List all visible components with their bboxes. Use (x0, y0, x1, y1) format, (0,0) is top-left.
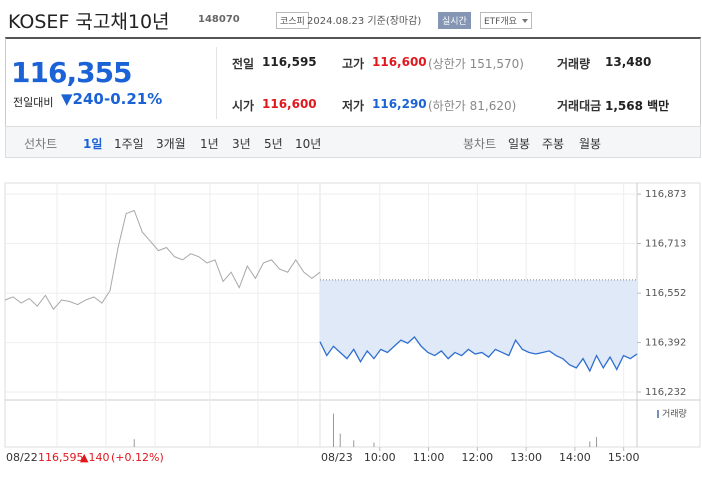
title: KOSEF 국고채10년 (8, 11, 170, 33)
x-tick-label: 13:00 (510, 451, 542, 464)
item-label: 고가 (342, 57, 365, 71)
item-value: 116,290 (372, 97, 427, 111)
item-value: 116,595 (262, 55, 317, 69)
change-label: 전일대비 (13, 96, 54, 109)
x-tick-label: 11:00 (413, 451, 445, 464)
x-tick-label: 10:00 (364, 451, 396, 464)
tab-group-label: 선차트 (24, 137, 58, 151)
area (320, 279, 637, 371)
tab-bar: 선차트 봉차트 1일 1주일 3개월 1년 3년 5년 10년 일봉 주봉 월봉 (5, 126, 701, 158)
y-tick-label: 116,232 (645, 387, 686, 398)
menu-label: ETF개요 (484, 17, 517, 27)
y-tick-label: 116,392 (645, 338, 686, 349)
tab[interactable]: 10년 (295, 137, 322, 151)
tab[interactable]: 일봉 (508, 137, 531, 151)
change-rate: -0.21% (104, 90, 163, 108)
date-label: 08/23 (321, 451, 353, 464)
item-label: 거래대금 (557, 99, 602, 113)
tab[interactable]: 주봉 (542, 137, 565, 151)
price-line (319, 336, 638, 373)
prev-day-close: 116,595 (38, 451, 84, 464)
prev-day-change: ▲140 (80, 451, 109, 464)
item-value: 13,480 (605, 55, 652, 69)
tab-group-label: 봉차트 (463, 137, 497, 151)
item-value: 1,568 백만 (605, 99, 670, 113)
item-value: 116,600 (262, 97, 317, 111)
item-label: 거래량 (557, 57, 591, 71)
market-badge: 코스피 (276, 12, 309, 29)
tab[interactable]: 5년 (264, 137, 283, 151)
menu-dropdown[interactable]: ETF개요 (480, 12, 532, 29)
tab[interactable]: 3개월 (156, 137, 186, 151)
legend-swatch (657, 410, 659, 418)
tab[interactable]: 1일 (83, 137, 103, 151)
chart-frame (4, 182, 701, 448)
volume-label: 거래량 (662, 408, 687, 420)
date: 2024.08.23 기준(장마감) (307, 16, 422, 27)
tab[interactable]: 1주일 (114, 137, 144, 151)
y-tick-label: 116,552 (645, 288, 686, 299)
item-value: 116,600 (372, 55, 427, 69)
dropdown-arrow (521, 19, 528, 26)
x-tick-label: 15:00 (608, 451, 640, 464)
price-line (4, 209, 321, 311)
change: ▼240 (61, 90, 104, 108)
code: 148070 (198, 14, 240, 25)
prev-day-date: 08/22 (6, 451, 38, 464)
y-tick-label: 116,713 (645, 239, 686, 250)
x-tick-label: 12:00 (461, 451, 493, 464)
prev-day-rate: (+0.12%) (111, 451, 164, 464)
item-sub: (하한가 81,620) (428, 99, 517, 113)
item-label: 시가 (232, 99, 255, 113)
divider (216, 47, 217, 119)
price: 116,355 (11, 56, 133, 89)
item-sub: (상한가 151,570) (428, 57, 524, 71)
realtime-badge[interactable]: 실시간 (438, 12, 471, 29)
y-tick-label: 116,873 (645, 189, 686, 200)
item-label: 전일 (232, 57, 255, 71)
x-tick-label: 14:00 (559, 451, 591, 464)
item-label: 저가 (342, 99, 365, 113)
tab[interactable]: 3년 (232, 137, 251, 151)
tab[interactable]: 1년 (200, 137, 219, 151)
tab[interactable]: 월봉 (579, 137, 602, 151)
